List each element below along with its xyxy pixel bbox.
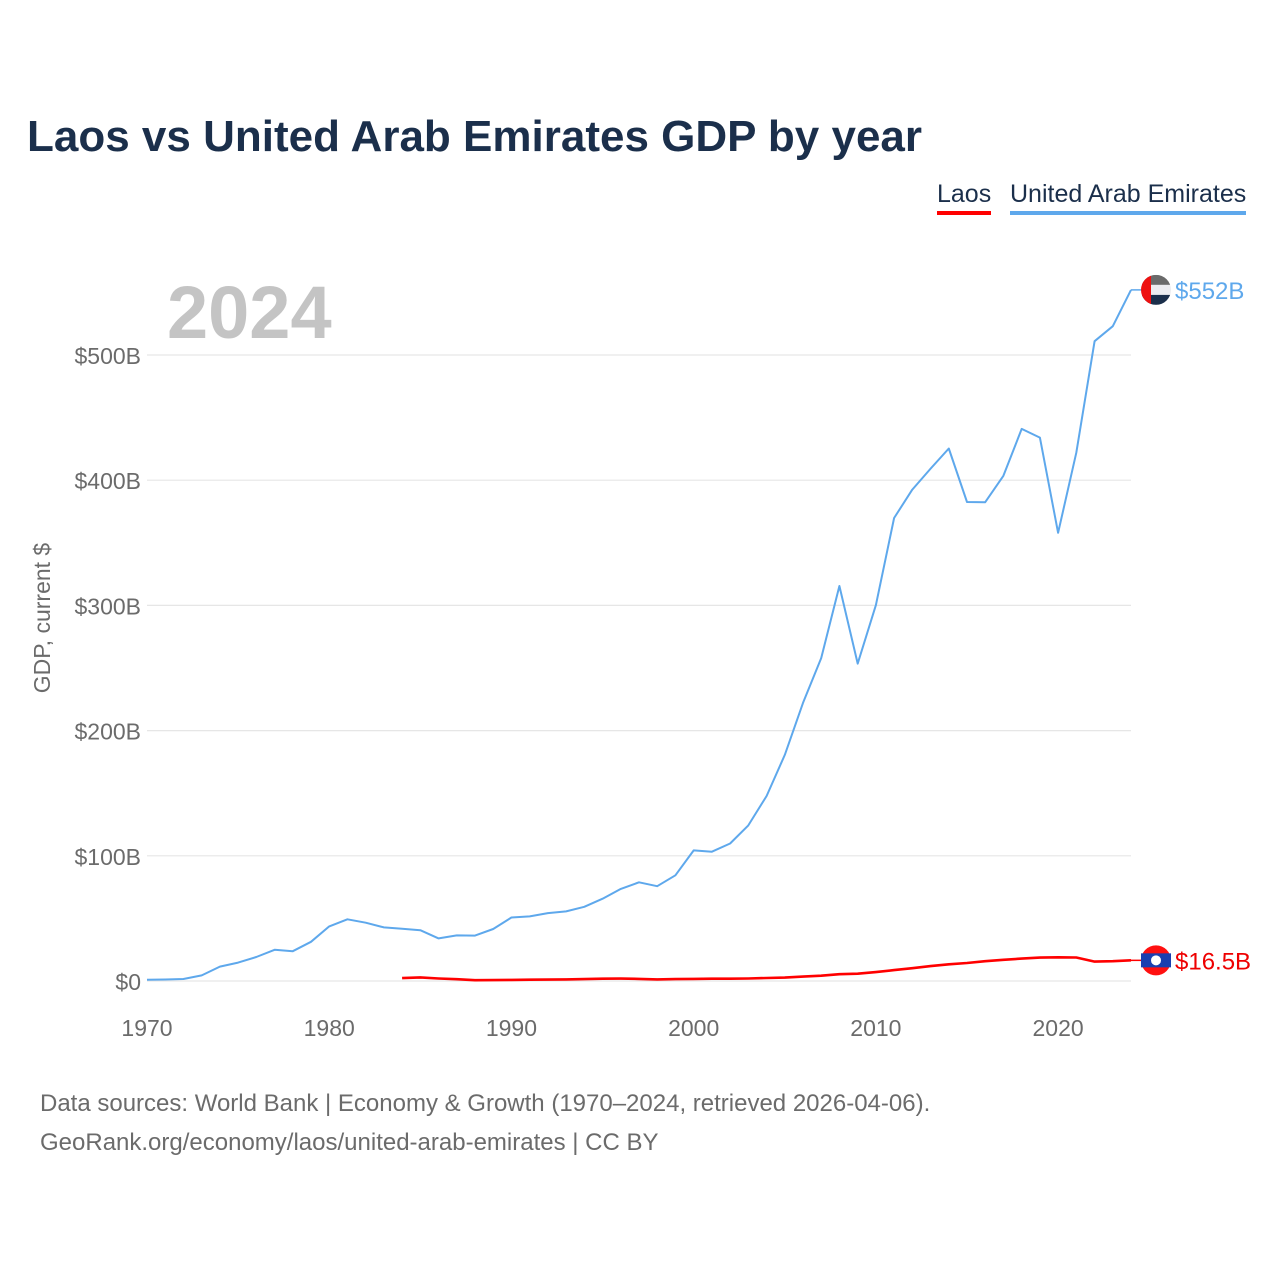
flag-top	[1141, 274, 1171, 285]
source-line: Data sources: World Bank | Economy & Gro…	[40, 1090, 931, 1117]
flag-bottom	[1141, 294, 1171, 305]
y-tick-label: $300B	[74, 593, 141, 619]
x-tick-label: 1990	[486, 1015, 537, 1041]
y-axis-label: GDP, current $	[29, 543, 55, 694]
legend-item-laos[interactable]: Laos	[937, 180, 992, 215]
legend-item-uae[interactable]: United Arab Emirates	[1010, 180, 1247, 215]
flag-hoist	[1141, 274, 1151, 305]
flag-white-disc	[1151, 955, 1161, 966]
chart-title: Laos vs United Arab Emirates GDP by year	[27, 112, 923, 161]
x-tick-label: 2010	[850, 1015, 901, 1041]
x-tick-label: 2000	[668, 1015, 719, 1041]
y-tick-label: $100B	[74, 844, 141, 870]
y-tick-label: $0	[115, 969, 141, 995]
source-url[interactable]: GeoRank.org/economy/laos/united-arab-emi…	[40, 1129, 659, 1156]
y-tick-label: $500B	[74, 343, 141, 369]
x-tick-label: 1980	[304, 1015, 355, 1041]
series-line-uae	[146, 289, 1132, 981]
y-tick-label: $400B	[74, 468, 141, 494]
end-value-label: $552B	[1175, 278, 1244, 305]
x-tick-label: 1970	[121, 1015, 172, 1041]
x-tick-label: 2020	[1033, 1015, 1084, 1041]
flag-mid	[1141, 284, 1171, 295]
series-line-laos	[402, 956, 1132, 982]
laos-flag-icon	[1141, 945, 1171, 976]
uae-flag-icon	[1141, 274, 1171, 305]
flag-body	[1141, 274, 1171, 305]
end-value-label: $16.5B	[1175, 948, 1251, 975]
current-year-label: 2024	[167, 271, 332, 354]
y-tick-label: $200B	[74, 719, 141, 745]
source-note: Data sources: World Bank | Economy & Gro…	[40, 1084, 930, 1162]
